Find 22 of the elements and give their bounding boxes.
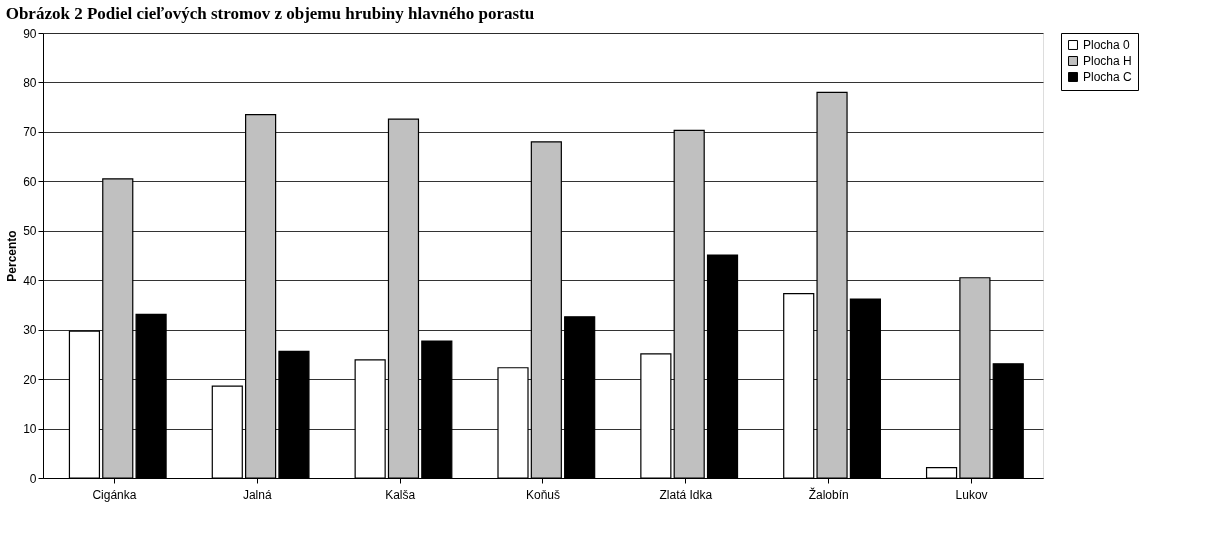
chart-title: Obrázok 2 Podiel cieľových stromov z objemu hrubiny hlavného porastu — [5, 4, 535, 23]
x-tick-label: Koňuš — [525, 487, 561, 502]
y-tick-label: 10 — [23, 422, 37, 437]
x-tick-label: Lukov — [955, 487, 988, 502]
y-tick-label: 70 — [23, 125, 37, 140]
x-tick-label: Kalša — [385, 487, 416, 502]
x-tick-label: Cigánka — [92, 487, 137, 502]
legend-label: Plocha 0 — [1083, 38, 1131, 52]
x-tick-label: Zlatá Idka — [659, 487, 713, 502]
y-tick-label: 20 — [23, 372, 37, 387]
x-tick-label: Jalná — [242, 487, 272, 502]
y-axis-title: Percento — [5, 230, 20, 282]
legend-label: Plocha H — [1083, 54, 1132, 68]
x-tick-label: Žalobín — [808, 486, 849, 502]
y-tick-label: 0 — [29, 471, 37, 486]
y-tick-label: 80 — [23, 75, 37, 90]
y-tick-label: 90 — [23, 26, 37, 41]
y-tick-label: 60 — [23, 174, 37, 189]
y-tick-label: 30 — [23, 323, 37, 338]
y-tick-label: 40 — [23, 273, 37, 288]
legend-label: Plocha C — [1083, 70, 1133, 84]
y-tick-label: 50 — [23, 224, 37, 239]
